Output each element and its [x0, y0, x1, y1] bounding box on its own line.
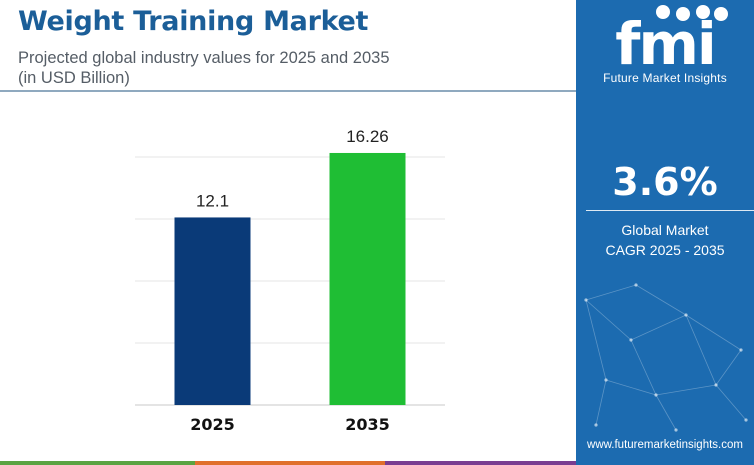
subtitle-line-1: Projected global industry values for 202…	[18, 49, 390, 67]
brand-caption: Future Market Insights	[603, 71, 727, 85]
logo-figure-icon	[714, 7, 728, 21]
subtitle-line-2: (in USD Billion)	[18, 69, 130, 87]
bar-value-label: 16.26	[346, 127, 389, 146]
bar-2025	[174, 217, 251, 405]
cagr-label-line-2: CAGR 2025 - 2035	[605, 242, 725, 258]
footer-stripe-purple	[385, 461, 576, 465]
cagr-value: 3.6%	[612, 160, 718, 204]
fmi-logo-mark: fmi	[615, 5, 728, 78]
website-link[interactable]: www.futuremarketinsights.com	[587, 439, 743, 451]
network-graphic	[584, 283, 748, 432]
chart-panel: Weight Training Market Projected global …	[0, 6, 576, 465]
logo-figure-icon	[656, 5, 670, 19]
page-subtitle: Projected global industry values for 202…	[18, 48, 518, 88]
cagr-label-line-1: Global Market	[621, 222, 709, 238]
logo-figure-icon	[676, 7, 690, 21]
sidebar-panel: fmi Future Market Insights 3.6% Global M…	[576, 0, 754, 465]
fmi-logo: fmi Future Market Insights	[576, 0, 754, 100]
bar-chart: 12.1 2025 16.26 2035	[135, 127, 445, 434]
page-title: Weight Training Market	[18, 6, 369, 37]
x-tick-label: 2025	[190, 415, 235, 434]
logo-figure-icon	[696, 5, 710, 19]
svg-text:fmi: fmi	[615, 10, 715, 72]
title-divider	[0, 90, 576, 92]
bar-value-label: 12.1	[196, 191, 229, 210]
bar-2035	[329, 152, 406, 405]
chart-bars	[174, 152, 406, 405]
x-tick-label: 2035	[345, 415, 390, 434]
footer-stripe-orange	[195, 461, 385, 465]
footer-stripe-green	[0, 461, 195, 465]
chart-labels: 12.1 2025 16.26 2035	[190, 127, 390, 434]
cagr-divider	[586, 210, 754, 211]
